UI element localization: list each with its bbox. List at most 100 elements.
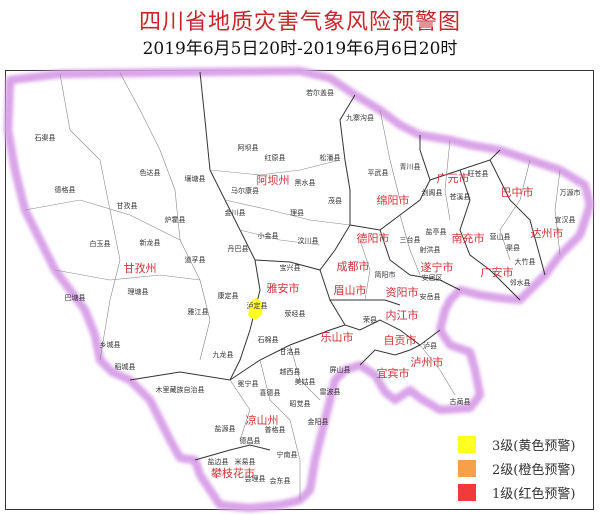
county-label: 宣汉县	[554, 216, 576, 224]
county-label: 木里藏族自治县	[155, 386, 205, 394]
county-label: 三台县	[399, 236, 421, 244]
legend: 3级(黄色预警) 2级(橙色预警) 1级(红色预警)	[458, 432, 575, 504]
county-label: 剑阁县	[421, 189, 443, 197]
county-label: 壤塘县	[184, 175, 206, 183]
county-label: 石渠县	[34, 134, 56, 142]
county-label: 宁南县	[276, 451, 298, 459]
city-label: 绵阳市	[376, 194, 410, 207]
city-label: 凉山州	[245, 414, 279, 427]
county-label: 九龙县	[212, 351, 234, 359]
county-label: 炉霍县	[164, 216, 186, 224]
county-label: 德昌县	[239, 437, 261, 445]
county-label: 理县	[290, 209, 304, 217]
county-label: 古蔺县	[449, 398, 471, 406]
county-label: 理塘县	[127, 288, 149, 296]
county-label: 小金县	[257, 232, 279, 240]
county-label: 安岳县	[419, 293, 441, 301]
county-label: 屏山县	[329, 366, 351, 374]
county-label: 青川县	[399, 163, 421, 171]
county-label: 盐亭县	[425, 228, 447, 236]
city-label: 乐山市	[320, 331, 354, 344]
county-label: 道孚县	[184, 256, 206, 264]
county-label: 旺苍县	[467, 170, 489, 178]
county-label: 邻水县	[509, 279, 531, 287]
county-label: 渠县	[506, 244, 520, 252]
county-label: 荣县	[363, 316, 377, 324]
county-label: 会理县	[244, 475, 266, 483]
city-label: 广安市	[480, 266, 514, 279]
county-label: 泸定县	[246, 302, 268, 310]
county-label: 茂县	[328, 197, 342, 205]
county-label: 康定县	[217, 292, 239, 300]
legend-swatch-orange	[458, 459, 476, 477]
map-title: 四川省地质灾害气象风险预警图	[138, 10, 461, 35]
county-label: 简阳市	[374, 271, 396, 279]
county-label: 白玉县	[89, 240, 111, 248]
county-label: 色达县	[139, 169, 161, 177]
county-label: 德格县	[54, 186, 76, 194]
city-label: 达州市	[530, 227, 564, 240]
county-label: 美姑县	[294, 378, 316, 386]
county-label: 马尔康县	[231, 187, 259, 195]
county-label: 松潘县	[319, 154, 341, 162]
county-label: 万源市	[559, 189, 581, 197]
county-label: 新龙县	[139, 239, 161, 247]
city-label: 巴中市	[500, 186, 534, 199]
city-label: 阿坝州	[256, 174, 290, 187]
city-label: 眉山市	[333, 284, 367, 297]
county-label: 安居区	[421, 274, 443, 282]
city-label: 资阳市	[385, 286, 419, 299]
legend-item-level1: 1级(红色预警)	[458, 480, 575, 504]
county-label: 甘洛县	[279, 348, 301, 356]
county-label: 金川县	[224, 209, 246, 217]
province-border-glow	[4, 67, 594, 512]
city-label: 自贡市	[383, 334, 417, 347]
county-label: 石棉县	[257, 336, 279, 344]
county-label: 大竹县	[514, 258, 536, 266]
county-label: 荥经县	[284, 310, 306, 318]
county-boundaries	[24, 72, 561, 500]
county-label: 宝兴县	[279, 264, 301, 272]
county-label: 射洪县	[419, 246, 441, 254]
city-label: 南充市	[451, 232, 485, 245]
county-label: 盐边县	[207, 458, 229, 466]
map-subtitle: 2019年6月5日20时-2019年6月6日20时	[142, 39, 458, 59]
city-label: 德阳市	[356, 232, 390, 245]
warning-polygon-yellow	[248, 298, 263, 320]
county-label: 阿坝县	[237, 144, 259, 152]
county-label: 乡城县	[99, 341, 121, 349]
county-label: 稻城县	[114, 363, 136, 371]
county-label: 金阳县	[307, 418, 329, 426]
city-label: 成都市	[336, 260, 370, 273]
county-label: 米易县	[234, 458, 256, 466]
county-label: 平武县	[367, 169, 389, 177]
county-label: 营山县	[489, 233, 511, 241]
county-label: 昭觉县	[289, 400, 311, 408]
county-label: 巴塘县	[64, 294, 86, 302]
legend-item-level3: 3级(黄色预警)	[458, 432, 575, 456]
county-label: 雅江县	[187, 308, 209, 316]
county-label: 苍溪县	[449, 193, 471, 201]
county-label: 越西县	[279, 368, 301, 376]
legend-item-level2: 2级(橙色预警)	[458, 456, 575, 480]
legend-label: 1级(红色预警)	[492, 486, 576, 502]
city-label: 攀枝花市	[211, 467, 255, 480]
legend-label: 3级(黄色预警)	[492, 438, 576, 454]
county-label: 会东县	[269, 477, 291, 485]
county-label: 黑水县	[294, 179, 316, 187]
county-label: 普格县	[264, 426, 286, 434]
warning-area-luding	[248, 298, 263, 320]
city-label: 雅安市	[266, 282, 300, 295]
county-label: 盐源县	[214, 425, 236, 433]
legend-swatch-yellow	[458, 435, 476, 453]
city-label: 内江市	[385, 309, 419, 322]
county-label: 红原县	[264, 154, 286, 162]
county-label: 九寨沟县	[346, 114, 374, 122]
legend-label: 2级(橙色预警)	[492, 462, 576, 478]
county-label: 冕宁县	[237, 380, 259, 388]
county-label: 丹巴县	[227, 245, 249, 253]
legend-swatch-red	[458, 483, 476, 501]
county-label: 喜德县	[259, 389, 281, 397]
city-label: 广元市	[436, 172, 470, 185]
